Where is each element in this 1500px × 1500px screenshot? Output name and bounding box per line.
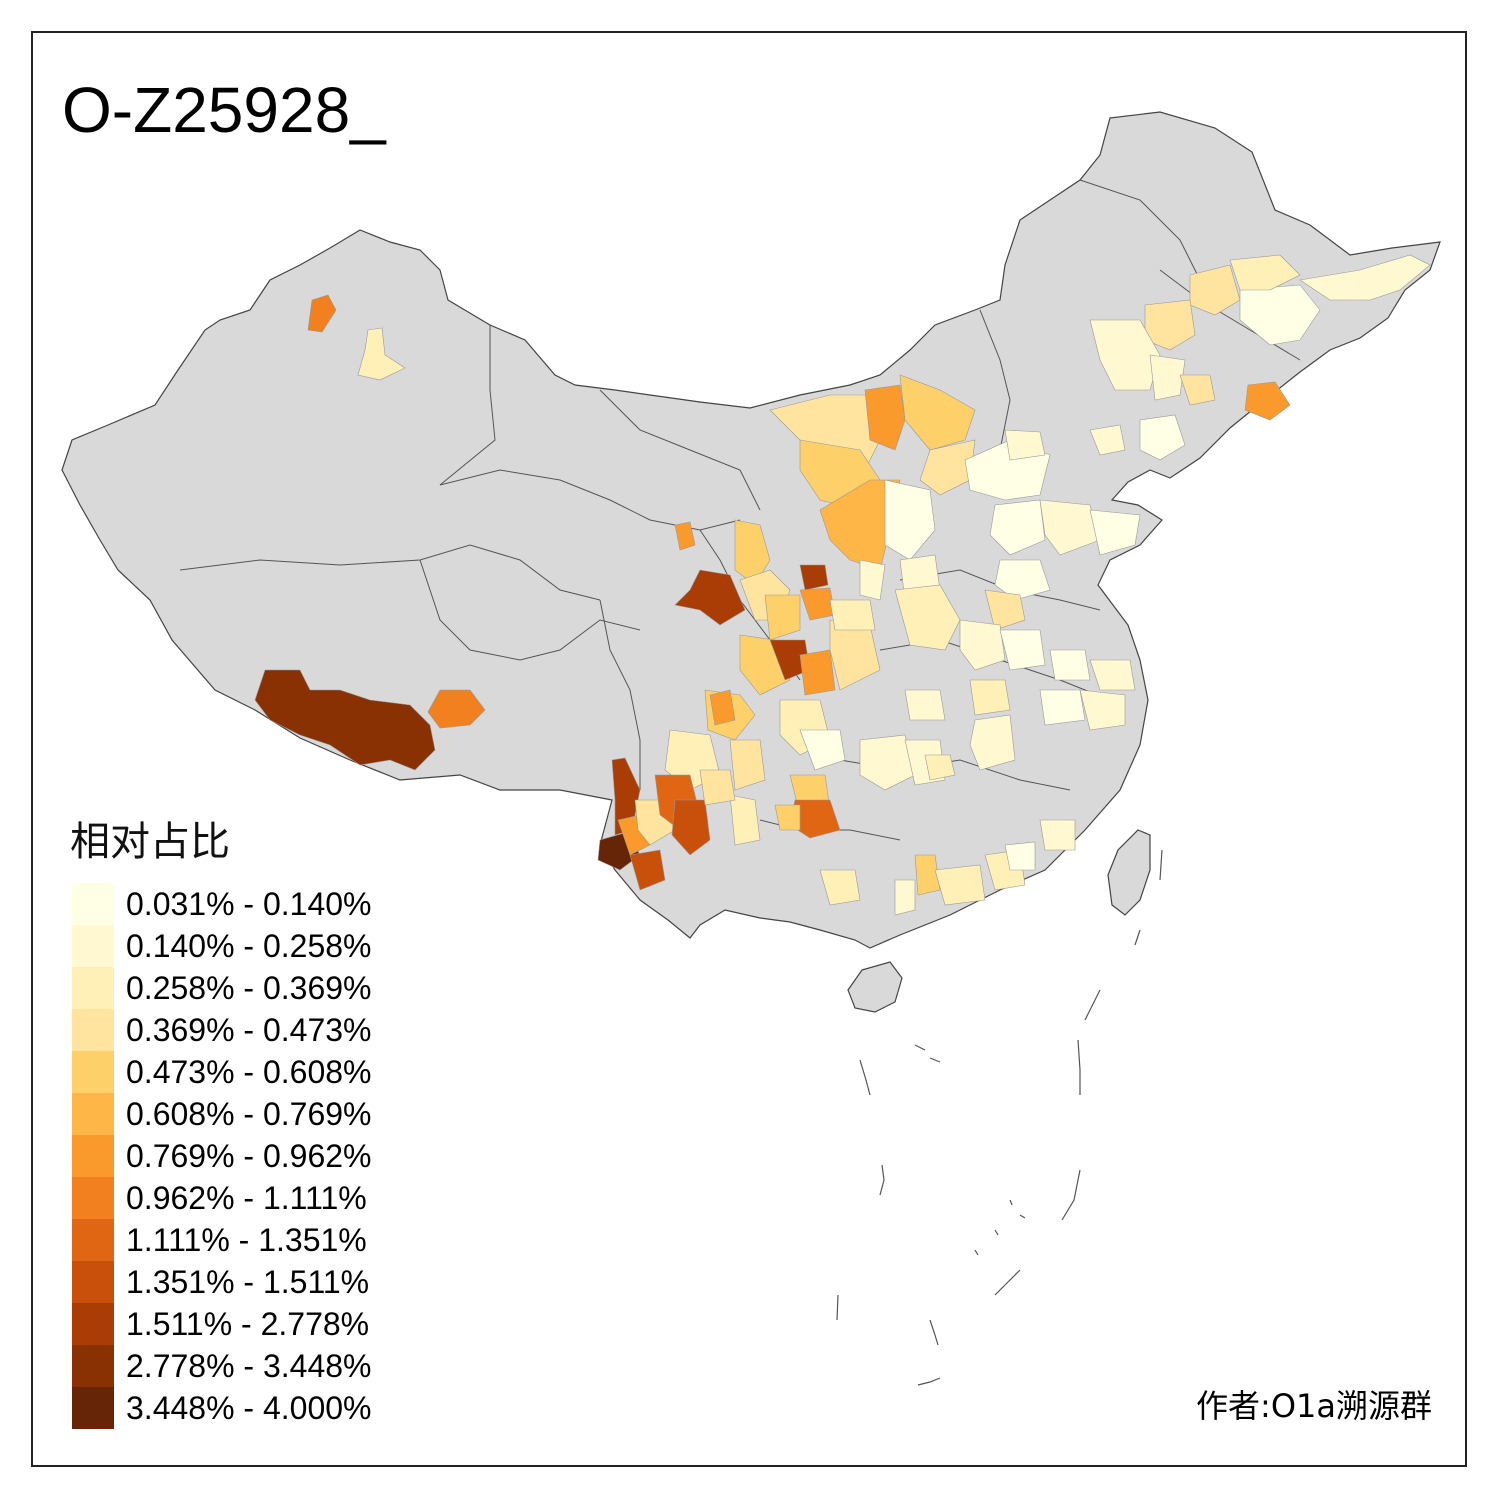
legend-swatch — [72, 967, 114, 1009]
legend-swatch — [72, 1051, 114, 1093]
legend-swatch — [72, 1261, 114, 1303]
region — [894, 584, 961, 651]
legend-label: 2.778% - 3.448% — [126, 1348, 372, 1384]
legend-label: 0.769% - 0.962% — [126, 1138, 372, 1174]
region — [1089, 424, 1126, 456]
region — [674, 521, 696, 551]
region — [729, 794, 761, 846]
legend-swatch — [72, 1177, 114, 1219]
region — [894, 879, 916, 916]
region — [924, 754, 956, 781]
legend-swatch — [72, 883, 114, 925]
author-credit: 作者:O1a溯源群 — [1196, 1387, 1432, 1425]
region — [1299, 254, 1431, 301]
region — [884, 479, 936, 561]
region — [357, 327, 406, 381]
legend-swatch — [72, 1135, 114, 1177]
region — [989, 499, 1046, 556]
legend-swatch — [72, 1093, 114, 1135]
map-frame — [31, 31, 1467, 1467]
legend-swatch — [72, 925, 114, 967]
legend-swatch — [72, 1345, 114, 1387]
region — [1229, 254, 1301, 291]
region — [899, 374, 976, 451]
region — [1179, 374, 1216, 406]
region — [934, 864, 986, 906]
region — [1039, 499, 1101, 556]
region — [764, 594, 801, 641]
legend-title: 相对占比 — [70, 819, 230, 865]
region — [729, 739, 766, 791]
legend-label: 1.351% - 1.511% — [126, 1264, 370, 1300]
region — [1139, 414, 1186, 461]
region — [999, 629, 1046, 671]
legend-swatch — [72, 1009, 114, 1051]
region — [819, 479, 901, 571]
taiwan — [1107, 829, 1151, 916]
region — [1239, 284, 1321, 346]
legend-label: 0.473% - 0.608% — [126, 1054, 372, 1090]
region — [1089, 319, 1161, 391]
region — [307, 294, 337, 333]
region — [819, 869, 861, 906]
region — [799, 729, 846, 771]
legend-label: 3.448% - 4.000% — [126, 1390, 372, 1426]
region — [959, 619, 1006, 671]
region — [1089, 509, 1141, 556]
region — [1004, 841, 1036, 871]
region — [674, 569, 746, 626]
region — [904, 689, 946, 721]
legend-label: 0.369% - 0.473% — [126, 1012, 372, 1048]
region — [969, 714, 1016, 771]
region — [629, 849, 666, 891]
region — [994, 559, 1051, 601]
legend-label: 0.031% - 0.140% — [126, 886, 372, 922]
region — [1039, 689, 1086, 726]
region — [829, 599, 876, 631]
region — [1004, 429, 1046, 461]
legend-swatch — [72, 1303, 114, 1345]
region — [799, 564, 829, 591]
legend-swatch — [72, 1219, 114, 1261]
region — [1089, 659, 1136, 691]
region — [859, 559, 886, 601]
region — [1244, 381, 1291, 421]
legend-label: 0.258% - 0.369% — [126, 970, 372, 1006]
map-title: O-Z25928_ — [62, 74, 386, 146]
region — [427, 689, 486, 729]
region — [984, 589, 1026, 631]
data-regions — [254, 254, 1431, 916]
region — [254, 669, 436, 771]
region — [709, 689, 736, 726]
region — [859, 734, 916, 791]
region — [919, 439, 976, 496]
legend-label: 1.511% - 2.778% — [126, 1306, 370, 1342]
legend-swatch — [72, 1387, 114, 1429]
region — [1049, 649, 1091, 681]
region — [1039, 819, 1076, 851]
region — [799, 649, 836, 696]
south-sea-islands — [836, 849, 1163, 1386]
region — [969, 679, 1011, 716]
legend-label: 0.140% - 0.258% — [126, 928, 372, 964]
legend-label: 0.962% - 1.111% — [126, 1180, 367, 1216]
hainan — [847, 961, 903, 1013]
region — [699, 769, 736, 806]
region — [671, 799, 711, 856]
legend-label: 1.111% - 1.351% — [126, 1222, 367, 1258]
region — [914, 854, 941, 896]
region — [1079, 689, 1126, 731]
legend-label: 0.608% - 0.769% — [126, 1096, 372, 1132]
region — [1149, 354, 1186, 401]
region — [864, 384, 906, 451]
region — [774, 804, 801, 831]
